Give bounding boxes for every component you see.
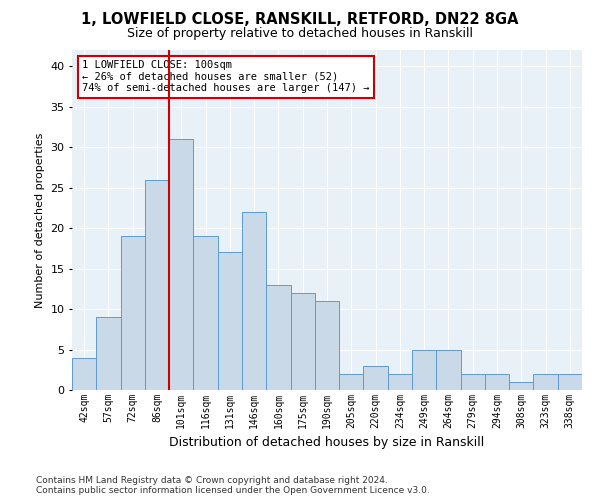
Bar xyxy=(242,212,266,390)
Text: 1, LOWFIELD CLOSE, RANSKILL, RETFORD, DN22 8GA: 1, LOWFIELD CLOSE, RANSKILL, RETFORD, DN… xyxy=(81,12,519,28)
Bar xyxy=(290,293,315,390)
X-axis label: Distribution of detached houses by size in Ranskill: Distribution of detached houses by size … xyxy=(169,436,485,450)
Bar xyxy=(339,374,364,390)
Text: Contains public sector information licensed under the Open Government Licence v3: Contains public sector information licen… xyxy=(36,486,430,495)
Bar xyxy=(558,374,582,390)
Bar xyxy=(485,374,509,390)
Bar xyxy=(364,366,388,390)
Bar xyxy=(145,180,169,390)
Text: 1 LOWFIELD CLOSE: 100sqm
← 26% of detached houses are smaller (52)
74% of semi-d: 1 LOWFIELD CLOSE: 100sqm ← 26% of detach… xyxy=(82,60,370,94)
Bar xyxy=(461,374,485,390)
Text: Size of property relative to detached houses in Ranskill: Size of property relative to detached ho… xyxy=(127,28,473,40)
Bar xyxy=(121,236,145,390)
Bar xyxy=(72,358,96,390)
Bar xyxy=(218,252,242,390)
Bar xyxy=(533,374,558,390)
Text: Contains HM Land Registry data © Crown copyright and database right 2024.: Contains HM Land Registry data © Crown c… xyxy=(36,476,388,485)
Bar xyxy=(169,139,193,390)
Bar xyxy=(193,236,218,390)
Bar xyxy=(388,374,412,390)
Bar xyxy=(436,350,461,390)
Bar xyxy=(96,317,121,390)
Bar xyxy=(509,382,533,390)
Bar xyxy=(266,285,290,390)
Bar xyxy=(412,350,436,390)
Y-axis label: Number of detached properties: Number of detached properties xyxy=(35,132,44,308)
Bar xyxy=(315,301,339,390)
